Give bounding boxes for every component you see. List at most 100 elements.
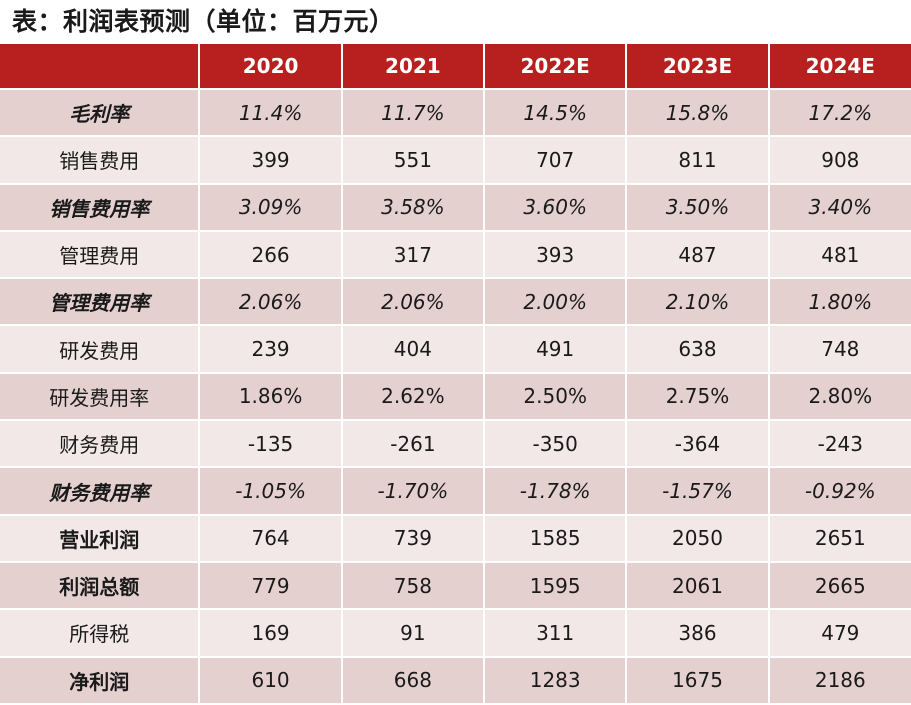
table-cell: 2665	[768, 561, 911, 611]
table-cell: 14.5%	[484, 89, 628, 138]
row-label: 研发费用	[0, 325, 201, 374]
table-cell: 404	[341, 325, 486, 374]
table-cell: 707	[484, 136, 628, 185]
row-label: 财务费用率	[0, 467, 201, 516]
row-label: 净利润	[0, 656, 201, 705]
table-cell: -261	[341, 420, 486, 469]
header-year-2021: 2021	[341, 44, 486, 90]
table-cell: 11.7%	[341, 89, 486, 138]
table-cell: 487	[626, 230, 770, 280]
table-cell: 2.06%	[341, 278, 486, 327]
table-cell: 91	[341, 609, 486, 658]
row-label: 利润总额	[0, 561, 201, 611]
table-cell: 748	[768, 325, 911, 374]
table-cell: 399	[199, 136, 343, 185]
table-row-rd-expense-ratio: 研发费用率 1.86% 2.62% 2.50% 2.75% 2.80%	[0, 372, 911, 422]
table-row-income-tax: 所得税 169 91 311 386 479	[0, 609, 911, 658]
table-cell: -1.57%	[626, 467, 770, 516]
table-cell: 758	[341, 561, 486, 611]
row-label: 销售费用率	[0, 183, 201, 232]
table-cell: 1585	[484, 514, 628, 563]
table-cell: 3.60%	[484, 183, 628, 232]
table-cell: 638	[626, 325, 770, 374]
table-cell: 2.75%	[626, 372, 770, 422]
row-label: 毛利率	[0, 89, 201, 138]
table-row-operating-profit: 营业利润 764 739 1585 2050 2651	[0, 514, 911, 563]
table-cell: 17.2%	[768, 89, 911, 138]
table-cell: 2.10%	[626, 278, 770, 327]
table-cell: 2.06%	[199, 278, 343, 327]
table-cell: 3.40%	[768, 183, 911, 232]
table-cell: 779	[199, 561, 343, 611]
table-cell: 1595	[484, 561, 628, 611]
table-row-admin-expense: 管理费用 266 317 393 487 481	[0, 230, 911, 280]
table-cell: -350	[484, 420, 628, 469]
table-cell: 479	[768, 609, 911, 658]
table-cell: 2.50%	[484, 372, 628, 422]
row-label: 财务费用	[0, 420, 201, 469]
header-year-2022e: 2022E	[484, 44, 628, 90]
row-label: 营业利润	[0, 514, 201, 563]
table-cell: 1283	[484, 656, 628, 705]
header-year-2023e: 2023E	[626, 44, 770, 90]
table-cell: 2061	[626, 561, 770, 611]
table-row-selling-expense-ratio: 销售费用率 3.09% 3.58% 3.60% 3.50% 3.40%	[0, 183, 911, 232]
table-cell: 311	[484, 609, 628, 658]
table-cell: 3.09%	[199, 183, 343, 232]
header-year-2024e: 2024E	[768, 44, 911, 90]
table-cell: 169	[199, 609, 343, 658]
table-cell: -1.78%	[484, 467, 628, 516]
table-cell: 2186	[768, 656, 911, 705]
income-statement-table: 2020 2021 2022E 2023E 2024E 毛利率 11.4% 11…	[0, 44, 911, 705]
table-cell: 239	[199, 325, 343, 374]
table-cell: -1.70%	[341, 467, 486, 516]
table-row-gross-margin: 毛利率 11.4% 11.7% 14.5% 15.8% 17.2%	[0, 89, 911, 138]
table-row-net-profit: 净利润 610 668 1283 1675 2186	[0, 656, 911, 705]
table-cell: 908	[768, 136, 911, 185]
table-cell: 481	[768, 230, 911, 280]
table-cell: 764	[199, 514, 343, 563]
table-cell: -0.92%	[768, 467, 911, 516]
table-cell: 2.00%	[484, 278, 628, 327]
row-label: 管理费用率	[0, 278, 201, 327]
header-year-2020: 2020	[199, 44, 343, 90]
table-row-finance-expense-ratio: 财务费用率 -1.05% -1.70% -1.78% -1.57% -0.92%	[0, 467, 911, 516]
table-row-rd-expense: 研发费用 239 404 491 638 748	[0, 325, 911, 374]
header-label-cell	[0, 44, 201, 90]
row-label: 销售费用	[0, 136, 201, 185]
table-cell: 811	[626, 136, 770, 185]
table-row-total-profit: 利润总额 779 758 1595 2061 2665	[0, 561, 911, 611]
table-cell: 1.80%	[768, 278, 911, 327]
table-cell: 15.8%	[626, 89, 770, 138]
table-cell: 3.58%	[341, 183, 486, 232]
table-cell: 266	[199, 230, 343, 280]
row-label: 所得税	[0, 609, 201, 658]
table-cell: 1675	[626, 656, 770, 705]
row-label: 研发费用率	[0, 372, 201, 422]
table-cell: -135	[199, 420, 343, 469]
table-cell: 393	[484, 230, 628, 280]
table-cell: 551	[341, 136, 486, 185]
table-cell: 11.4%	[199, 89, 343, 138]
table-cell: 2.80%	[768, 372, 911, 422]
table-cell: 1.86%	[199, 372, 343, 422]
table-cell: 2.62%	[341, 372, 486, 422]
table-row-finance-expense: 财务费用 -135 -261 -350 -364 -243	[0, 420, 911, 469]
table-row-admin-expense-ratio: 管理费用率 2.06% 2.06% 2.00% 2.10% 1.80%	[0, 278, 911, 327]
table-cell: 2050	[626, 514, 770, 563]
table-cell: 491	[484, 325, 628, 374]
table-cell: 610	[199, 656, 343, 705]
table-cell: 668	[341, 656, 486, 705]
row-label: 管理费用	[0, 230, 201, 280]
table-cell: 317	[341, 230, 486, 280]
table-cell: -364	[626, 420, 770, 469]
table-cell: -243	[768, 420, 911, 469]
page-title: 表：利润表预测（单位：百万元）	[12, 7, 395, 36]
table-header-row: 2020 2021 2022E 2023E 2024E	[0, 44, 911, 90]
table-row-selling-expense: 销售费用 399 551 707 811 908	[0, 136, 911, 185]
table-cell: -1.05%	[199, 467, 343, 516]
table-cell: 2651	[768, 514, 911, 563]
table-cell: 739	[341, 514, 486, 563]
table-cell: 386	[626, 609, 770, 658]
table-cell: 3.50%	[626, 183, 770, 232]
